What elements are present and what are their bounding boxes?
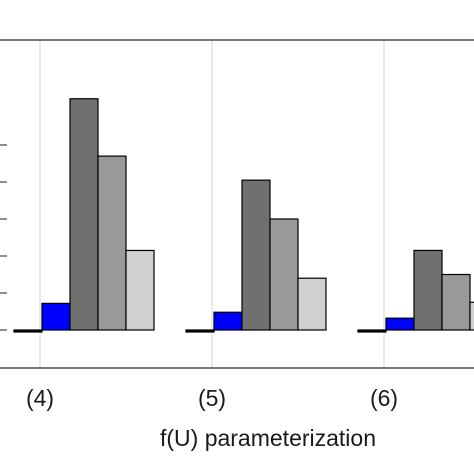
x-tick-labels: (4) (5) (6): [26, 385, 398, 411]
grid-lines: [39, 40, 385, 368]
bar: [13, 329, 43, 333]
bar: [469, 301, 474, 331]
bar: [41, 302, 71, 331]
bar: [413, 249, 443, 331]
bar: [125, 249, 155, 331]
bar: [297, 277, 327, 331]
bar: [213, 311, 243, 331]
x-tick-label: (6): [370, 385, 398, 411]
bar: [185, 329, 215, 333]
bar: [385, 317, 415, 331]
bar: [69, 98, 99, 331]
bar: [269, 218, 299, 331]
bar: [357, 329, 387, 333]
bar: [97, 155, 127, 331]
x-tick-label: (4): [26, 385, 54, 411]
y-ticks: [0, 144, 7, 331]
bars: [13, 98, 474, 333]
x-tick-label: (5): [198, 385, 226, 411]
bar: [441, 273, 471, 331]
bar: [241, 179, 271, 331]
plot-frame: [0, 39, 474, 369]
x-axis-label: f(U) parameterization: [160, 425, 376, 451]
